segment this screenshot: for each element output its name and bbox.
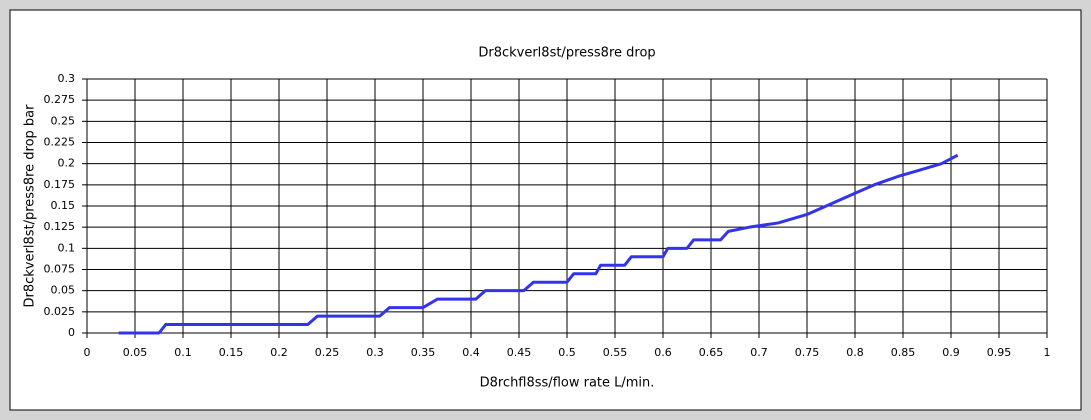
x-axis-label: D8rchfl8ss/flow rate L/min.	[480, 376, 655, 391]
y-tick-label: 0	[68, 326, 75, 339]
y-tick-label: 0.025	[44, 305, 76, 318]
x-tick-label: 0.85	[891, 346, 916, 359]
y-tick-label: 0.225	[44, 136, 76, 149]
x-tick-label: 0.55	[603, 346, 628, 359]
y-tick-label: 0.2	[58, 157, 76, 170]
x-tick-label: 0.1	[174, 346, 192, 359]
y-tick-label: 0.075	[44, 263, 76, 276]
x-tick-label: 0.45	[507, 346, 532, 359]
x-tick-label: 1	[1044, 346, 1051, 359]
y-tick-label: 0.25	[51, 114, 76, 127]
x-tick-label: 0.2	[270, 346, 288, 359]
y-tick-label: 0.3	[58, 72, 76, 85]
chart-panel	[9, 9, 1082, 411]
x-tick-label: 0.95	[987, 346, 1012, 359]
y-tick-label: 0.05	[51, 284, 76, 297]
x-tick-label: 0.3	[366, 346, 384, 359]
x-tick-label: 0.5	[558, 346, 576, 359]
y-tick-label: 0.15	[51, 199, 76, 212]
y-tick-label: 0.125	[44, 220, 76, 233]
x-tick-label: 0.8	[846, 346, 864, 359]
y-axis-label: Dr8ckverl8st/press8re drop bar	[23, 104, 38, 308]
x-tick-label: 0.25	[315, 346, 340, 359]
x-tick-label: 0.7	[750, 346, 768, 359]
y-tick-label: 0.175	[44, 178, 76, 191]
x-tick-label: 0.75	[795, 346, 820, 359]
y-tick-label: 0.1	[58, 241, 76, 254]
x-tick-label: 0	[84, 346, 91, 359]
y-tick-label: 0.275	[44, 93, 76, 106]
x-tick-label: 0.9	[942, 346, 960, 359]
x-tick-label: 0.15	[219, 346, 244, 359]
chart-title: Dr8ckverl8st/press8re drop	[478, 46, 655, 61]
x-tick-label: 0.05	[123, 346, 148, 359]
x-tick-label: 0.4	[462, 346, 480, 359]
x-tick-label: 0.6	[654, 346, 672, 359]
x-tick-label: 0.65	[699, 346, 724, 359]
x-tick-label: 0.35	[411, 346, 436, 359]
data-line	[118, 153, 959, 335]
